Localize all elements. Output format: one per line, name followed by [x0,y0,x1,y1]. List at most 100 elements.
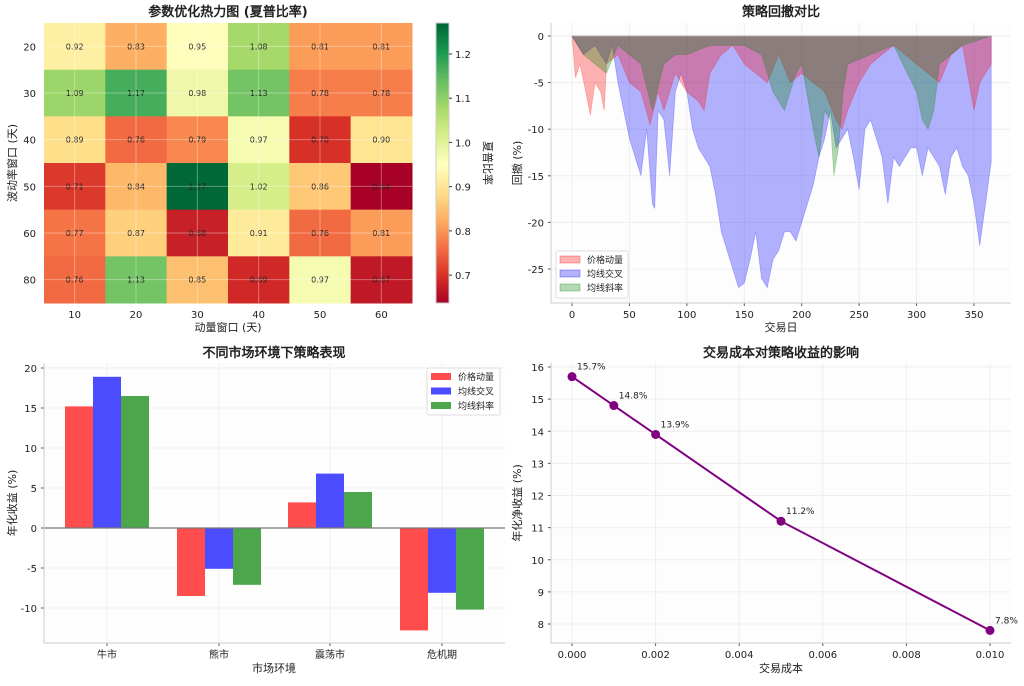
heatmap-cell [289,256,352,304]
heatmap-cell [105,256,168,304]
heatmap-cell [166,23,229,71]
heatmap-panel: 参数优化热力图 (夏普比率) 0.92 0.83 0.95 1.08 0.81 0.81 1.… [5,4,495,334]
colorbar-segment [436,215,449,218]
y-tick-label: 15 [24,404,37,415]
colorbar-segment [436,253,449,256]
heatmap-cell [228,69,290,117]
axes-frame [43,363,505,644]
colorbar-segment [436,297,449,300]
heatmap-cell [44,256,106,304]
y-tick-label: 14 [531,427,544,438]
colorbar-segment [436,41,449,44]
x-tick-label: 100 [677,310,696,321]
cell-value-label: 0.84 [127,182,145,191]
colorbar-segment [436,79,449,82]
colorbar-segment [436,237,449,240]
axes-frame [550,23,1011,304]
colorbar-segment [436,69,449,72]
colorbar-segment [436,279,449,282]
x-tick-label: 50 [314,310,327,321]
bar-2-2 [344,492,372,528]
colorbar-segment [436,33,449,36]
cell-value-label: 0.86 [311,182,329,191]
chart-title: 交易成本对策略收益的影响 [703,345,859,361]
heatmap-cell [105,116,168,164]
colorbar-segment [436,301,449,304]
heatmap-cell [350,69,413,117]
colorbar-segment [436,291,449,294]
colorbar-segment [436,191,449,194]
colorbar-tick-label: 0.7 [455,271,471,282]
colorbar-segment [436,159,449,162]
colorbar-segment [436,161,449,164]
colorbar-segment [436,227,449,230]
colorbar-segment [436,213,449,216]
colorbar-segment [436,285,449,288]
colorbar-segment [436,211,449,214]
colorbar-segment [436,49,449,52]
colorbar-segment [436,113,449,116]
x-tick-label: 60 [375,310,388,321]
colorbar-segment [436,275,449,278]
heatmap-cell [44,209,106,257]
y-axis-label: 波动率窗口 (天) [5,124,19,202]
colorbar-segment [436,203,449,206]
colorbar-segment [436,143,449,146]
legend-swatch [559,283,581,292]
x-tick-label: 熊市 [209,648,229,661]
legend-label: 均线斜率 [587,282,623,294]
colorbar-segment [436,31,449,34]
legend-frame [555,250,629,299]
legend-swatch [431,373,451,380]
y-tick-label: -15 [528,172,544,183]
heatmap-cell [228,256,290,304]
colorbar-segment [436,221,449,224]
heatmap-cell [350,209,413,257]
y-tick-label: 10 [24,444,37,455]
colorbar-segment [436,299,449,302]
heatmap-cell [289,23,352,71]
colorbar-segment [436,157,449,160]
x-axis-label: 交易成本 [759,661,803,675]
colorbar-segment [436,193,449,196]
cell-value-label: 0.77 [66,229,84,238]
colorbar-segment [436,295,449,298]
colorbar-segment [436,131,449,134]
colorbar-segment [436,101,449,104]
y-tick-label: 10 [531,556,544,567]
data-label: 11.2% [786,507,815,517]
colorbar-segment [436,61,449,64]
heatmap-cell [166,116,229,164]
colorbar-segment [436,87,449,90]
colorbar-segment [436,207,449,210]
colorbar-segment [436,205,449,208]
cell-value-label: 0.81 [372,42,390,51]
drawdown-area-0 [571,35,992,289]
x-tick-label: 10 [68,310,81,321]
y-tick-label: -5 [534,79,544,90]
colorbar-segment [436,179,449,182]
bar-0-1 [177,528,205,596]
legend-swatch [431,402,451,409]
legend-label: 价格动量 [458,371,494,383]
colorbar-segment [436,73,449,76]
colorbar-segment [436,139,449,142]
heatmap-cell [166,209,229,257]
colorbar-segment [436,25,449,28]
drawdown-area-1 [571,35,992,131]
legend-label: 均线交叉 [458,386,494,398]
colorbar-segment [436,55,449,58]
x-tick-label: 300 [907,310,926,321]
heatmap-cell [105,23,168,71]
chart-title: 参数优化热力图 (夏普比率) [148,4,307,20]
y-tick-label: 12 [531,492,544,503]
heatmap-cell [289,209,352,257]
colorbar-segment [436,117,449,120]
colorbar-segment [436,167,449,170]
colorbar-segment [436,265,449,268]
colorbar-segment [436,165,449,168]
data-point [985,625,995,635]
x-tick-label: 危机期 [427,648,457,661]
colorbar-segment [436,149,449,152]
